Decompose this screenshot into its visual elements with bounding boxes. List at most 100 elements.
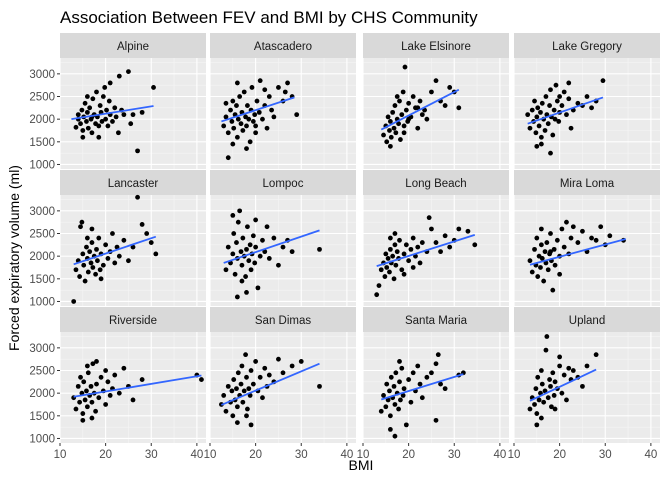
- facet-panels: Alpine Atascadero Lake Elsinore Lake Gregor…: [59, 33, 660, 443]
- data-point: [235, 116, 241, 122]
- data-point: [85, 269, 91, 275]
- data-point: [223, 408, 229, 414]
- data-point: [231, 125, 237, 131]
- data-point: [397, 237, 402, 243]
- data-point: [234, 404, 240, 410]
- data-point: [387, 388, 392, 394]
- data-point: [535, 374, 541, 380]
- data-point: [90, 265, 96, 270]
- data-point: [87, 249, 93, 255]
- data-point: [103, 242, 109, 248]
- data-point: [245, 103, 250, 108]
- y-tick-label: 1000: [29, 433, 55, 445]
- regression-line: [527, 96, 604, 125]
- data-point: [415, 363, 421, 369]
- facet-panel: Atascadero: [209, 33, 356, 169]
- x-tick-label: 30: [448, 449, 461, 461]
- facet-strip-label: Lancaster: [108, 178, 159, 190]
- data-point: [575, 100, 581, 106]
- data-point: [75, 383, 81, 389]
- data-point: [116, 130, 121, 136]
- data-point: [545, 395, 551, 401]
- data-point: [541, 278, 547, 284]
- data-point: [116, 73, 122, 79]
- regression-line: [380, 373, 464, 401]
- data-point: [84, 94, 90, 99]
- data-point: [85, 125, 91, 131]
- data-point: [93, 408, 98, 414]
- data-point: [541, 399, 547, 405]
- data-point: [534, 235, 540, 241]
- y-tick-label: 2500: [29, 229, 55, 241]
- data-point: [239, 363, 245, 369]
- data-point: [415, 105, 421, 111]
- data-point: [543, 94, 549, 99]
- data-point: [225, 383, 231, 389]
- data-point: [262, 365, 268, 371]
- data-point: [532, 98, 537, 104]
- data-point: [116, 253, 122, 259]
- data-point: [465, 228, 471, 234]
- data-point: [84, 244, 89, 250]
- data-point: [223, 114, 229, 120]
- data-point: [584, 363, 590, 369]
- data-point: [228, 107, 233, 113]
- data-point: [84, 363, 90, 369]
- data-point: [294, 112, 300, 118]
- data-point: [84, 404, 90, 410]
- data-point: [557, 271, 563, 277]
- data-point: [94, 89, 99, 95]
- x-tick-label: 40: [190, 449, 203, 461]
- data-point: [392, 433, 398, 439]
- data-point: [538, 415, 544, 421]
- data-point: [247, 139, 253, 145]
- data-point: [376, 283, 382, 289]
- data-point: [415, 244, 421, 250]
- data-point: [536, 397, 542, 403]
- x-tick-label: 20: [402, 449, 415, 461]
- data-point: [238, 249, 244, 255]
- data-point: [243, 274, 248, 279]
- data-point: [538, 226, 544, 232]
- data-point: [244, 123, 249, 129]
- data-point: [89, 399, 95, 405]
- data-point: [249, 85, 255, 90]
- data-point: [253, 130, 259, 136]
- data-point: [90, 361, 96, 367]
- data-point: [89, 226, 95, 232]
- data-point: [447, 244, 453, 250]
- y-tick-label: 1500: [29, 411, 55, 423]
- data-point: [229, 119, 235, 124]
- regression-line: [376, 234, 476, 267]
- data-point: [97, 103, 103, 108]
- data-point: [559, 390, 565, 396]
- data-point: [383, 251, 389, 257]
- x-tick-label: 40: [340, 449, 353, 461]
- regression-line: [221, 362, 320, 406]
- data-point: [260, 116, 265, 122]
- data-point: [384, 381, 390, 387]
- data-point: [557, 94, 563, 99]
- data-point: [385, 256, 391, 261]
- data-point: [538, 242, 544, 248]
- data-point: [554, 98, 560, 104]
- regression-line: [73, 374, 202, 398]
- facet-strip-label: Lompoc: [263, 178, 304, 190]
- data-point: [232, 271, 238, 277]
- data-point: [543, 260, 549, 266]
- data-point: [256, 109, 262, 115]
- facet-strip-label: Long Beach: [405, 178, 466, 190]
- data-point: [550, 132, 556, 138]
- facet-strip-label: Riverside: [109, 315, 157, 327]
- data-point: [84, 119, 89, 124]
- data-point: [393, 262, 399, 268]
- y-tick-label: 3000: [29, 343, 55, 355]
- data-point: [548, 231, 553, 236]
- data-point: [538, 109, 543, 115]
- data-point: [542, 249, 548, 255]
- x-tick-label: 30: [295, 449, 308, 461]
- data-point: [229, 388, 235, 394]
- data-point: [250, 233, 256, 239]
- data-point: [566, 80, 572, 86]
- data-point: [442, 386, 448, 392]
